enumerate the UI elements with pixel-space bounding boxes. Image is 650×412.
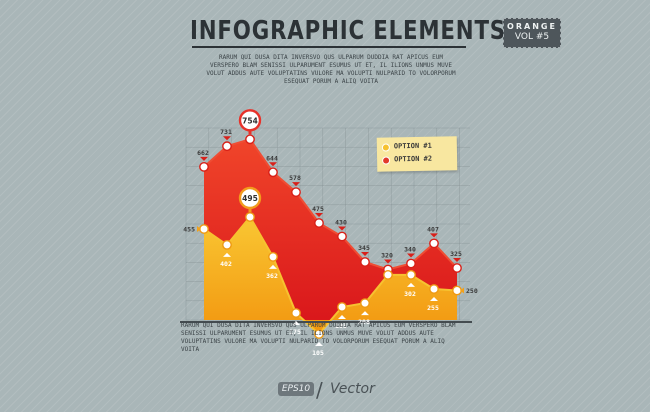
option-1-point-10 — [406, 269, 416, 280]
option-2-value-label: 345 — [358, 244, 370, 252]
option-1-pointer-10 — [407, 282, 415, 287]
legend-swatch-option-1 — [381, 143, 390, 152]
option-2-value-label: 407 — [427, 225, 439, 233]
option-1-point-2 — [222, 239, 232, 250]
option-2-point-11 — [429, 238, 439, 249]
option-1-point-8 — [360, 298, 370, 308]
option-1-value-label: 402 — [220, 260, 232, 268]
body-paragraph: RARUM QUI DUSA DITA INVERSVO QUS ULPARUM… — [181, 322, 456, 353]
option-2-point-4 — [268, 167, 278, 178]
option-1-point-7 — [337, 302, 347, 312]
option-1-point-4 — [268, 251, 278, 262]
badge-volume-label: VOL #5 — [514, 32, 550, 42]
option-1-point-12 — [452, 285, 462, 296]
option-2-point-8 — [360, 257, 370, 267]
option-2-value-label: 430 — [335, 219, 347, 227]
option-1-pointer-2 — [223, 252, 231, 257]
option-2-pointer-2 — [223, 136, 231, 141]
option-1-highlight-pin-bubble — [238, 186, 262, 210]
badge-series-label: ORANGE — [507, 22, 557, 31]
option-2-point-6 — [314, 218, 324, 228]
option-2-highlight-pin-value-label: 754 — [242, 116, 258, 125]
option-2-point-2 — [222, 141, 232, 152]
vector-label: Vector — [330, 381, 375, 397]
option-2-area — [204, 139, 457, 334]
option-1-pointer-1 — [197, 226, 201, 232]
option-2-point-3 — [245, 134, 255, 145]
option-1-pointer-5 — [292, 321, 300, 325]
option-2-pointer-7 — [338, 226, 346, 231]
option-1-point-6 — [314, 329, 324, 339]
option-2-value-label: 662 — [197, 149, 209, 157]
option-2-pointer-11 — [430, 233, 438, 238]
option-2-value-label: 644 — [266, 154, 278, 162]
option-2-pointer-6 — [315, 213, 323, 217]
option-2-point-1 — [199, 161, 209, 172]
option-1-pointer-11 — [430, 297, 438, 301]
option-1-value-label: 255 — [427, 304, 439, 312]
option-2-value-label: 731 — [220, 128, 232, 136]
eps10-label: EPS10 — [278, 382, 314, 396]
title-underline — [192, 46, 466, 48]
option-1-highlight-pin-value-label: 495 — [242, 194, 258, 203]
option-2-point-10 — [406, 258, 416, 269]
option-2-value-label: 578 — [289, 174, 301, 182]
option-1-value-label: 105 — [312, 349, 324, 357]
option-2-point-7 — [337, 231, 347, 242]
option-2-point-5 — [291, 187, 301, 198]
intro-paragraph: RARUM QUI DUSA DITA INVERSVO QUS ULPARUM… — [206, 54, 456, 85]
option-2-value-label: 325 — [450, 250, 462, 258]
option-1-pointer-6 — [315, 342, 323, 346]
option-2-highlight-pin-bubble — [238, 109, 262, 132]
option-2-value-label: 475 — [312, 205, 324, 213]
option-2-pointer-5 — [292, 182, 300, 187]
option-1-value-label: 455 — [183, 226, 195, 234]
option-1-point-1 — [199, 224, 209, 234]
option-2-value-label: 320 — [381, 252, 393, 260]
chart-legend: OPTION #1 OPTION #2 — [376, 136, 458, 172]
option-1-point-5 — [291, 308, 301, 318]
option-2-point-12 — [452, 263, 462, 273]
option-1-value-label: 302 — [404, 290, 416, 298]
orange-vol-badge: ORANGE VOL #5 — [503, 18, 561, 48]
option-2-pointer-12 — [453, 258, 461, 262]
option-1-value-label: 195 — [335, 322, 347, 330]
slash-divider-icon: / — [316, 378, 323, 402]
option-1-point-9 — [383, 269, 393, 280]
option-1-area — [204, 217, 457, 334]
legend-label-option-2: OPTION #2 — [394, 154, 433, 164]
option-1-value-label: 250 — [466, 287, 478, 295]
option-1-point-3 — [245, 212, 255, 222]
option-1-pointer-7 — [338, 315, 346, 319]
option-2-pointer-1 — [200, 156, 208, 161]
legend-swatch-option-2 — [382, 156, 391, 165]
option-2-pointer-9 — [384, 259, 392, 264]
option-2-pointer-8 — [361, 252, 369, 256]
option-1-value-label: 362 — [266, 272, 278, 280]
option-1-point-11 — [429, 284, 439, 294]
option-1-value-label: 208 — [358, 318, 370, 326]
legend-label-option-1: OPTION #1 — [393, 141, 432, 151]
option-2-value-label: 340 — [404, 246, 416, 254]
option-1-pointer-8 — [361, 311, 369, 316]
option-2-pointer-4 — [269, 162, 277, 167]
option-2-pointer-10 — [407, 253, 415, 258]
option-1-pointer-4 — [269, 264, 277, 269]
option-1-value-label: 175 — [289, 328, 301, 336]
option-1-pointer-12 — [460, 287, 464, 294]
